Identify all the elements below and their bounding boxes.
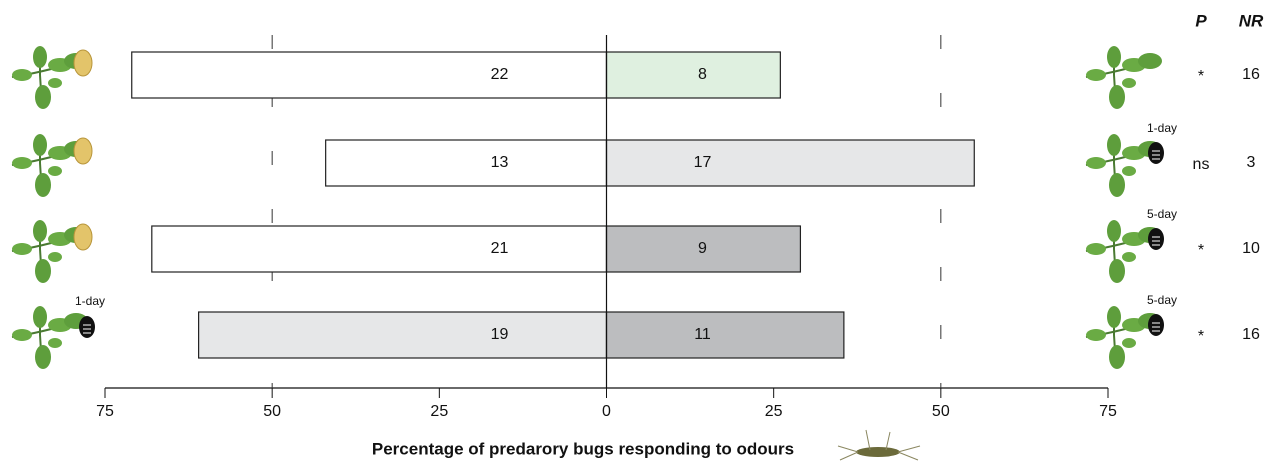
x-tick-label: 50: [263, 403, 281, 420]
right-label: 1-day: [1147, 121, 1177, 135]
bar-count: 11: [694, 326, 711, 343]
insect-icon: [838, 430, 920, 460]
p-value: ns: [1193, 156, 1210, 173]
bar-count: 13: [491, 154, 509, 171]
bar-count: 9: [698, 240, 707, 257]
plant-icon: [1086, 134, 1162, 197]
potato-icon: [74, 50, 92, 76]
bar-count: 21: [491, 240, 509, 257]
aphid-icon: [1148, 142, 1164, 164]
bar: [199, 312, 607, 358]
bar: [132, 52, 607, 98]
p-value: *: [1198, 328, 1204, 345]
bar: [326, 140, 607, 186]
x-tick-label: 0: [602, 403, 611, 420]
right-label: 5-day: [1147, 207, 1177, 221]
bar-count: 17: [694, 154, 712, 171]
nr-header: NR: [1239, 11, 1264, 30]
potato-icon: [74, 138, 92, 164]
bar-count: 22: [491, 66, 509, 83]
x-tick-label: 25: [430, 403, 448, 420]
x-tick-label: 75: [1099, 403, 1117, 420]
plant-icon: [1086, 220, 1162, 283]
aphid-icon: [1148, 228, 1164, 250]
plant-icon: [12, 306, 88, 369]
nr-value: 3: [1247, 154, 1256, 171]
x-tick-label: 50: [932, 403, 950, 420]
plant-icon: [1086, 306, 1162, 369]
p-value: *: [1198, 242, 1204, 259]
plant-icon: [1086, 46, 1162, 109]
p-header: P: [1195, 11, 1207, 30]
nr-value: 16: [1242, 66, 1260, 83]
x-tick-label: 75: [96, 403, 114, 420]
bar-count: 8: [698, 66, 707, 83]
x-axis-label: Percentage of predarory bugs responding …: [372, 439, 794, 458]
potato-icon: [74, 224, 92, 250]
bar-count: 19: [491, 326, 509, 343]
aphid-icon: [1148, 314, 1164, 336]
p-value: *: [1198, 68, 1204, 85]
bar: [607, 312, 844, 358]
left-label: 1-day: [75, 294, 105, 308]
bar: [152, 226, 607, 272]
aphid-icon: [79, 316, 95, 338]
nr-value: 16: [1242, 326, 1260, 343]
right-label: 5-day: [1147, 293, 1177, 307]
bar: [607, 52, 781, 98]
chart: Percentage of predarory bugs responding …: [0, 0, 1274, 466]
bar: [607, 140, 975, 186]
nr-value: 10: [1242, 240, 1260, 257]
x-tick-label: 25: [765, 403, 783, 420]
